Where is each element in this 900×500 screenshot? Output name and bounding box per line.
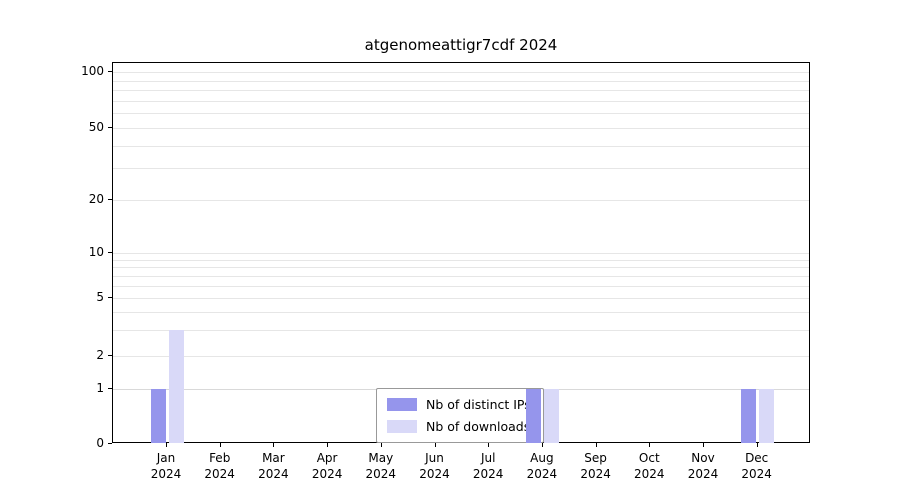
x-axis-tick-mark bbox=[273, 443, 275, 447]
y-axis-tick-mark bbox=[108, 252, 112, 253]
x-axis-tick-label: Mar 2024 bbox=[258, 451, 289, 481]
x-axis-tick-label: Jun 2024 bbox=[419, 451, 450, 481]
legend-swatch-downloads bbox=[387, 420, 417, 433]
y-axis-tick-mark bbox=[108, 297, 112, 298]
bar-downloads bbox=[544, 389, 560, 443]
bar-downloads bbox=[168, 330, 184, 443]
gridline bbox=[113, 286, 809, 288]
y-axis-tick-label: 10 bbox=[88, 245, 104, 259]
x-axis-tick-mark bbox=[380, 443, 382, 447]
gridline bbox=[113, 80, 809, 82]
bar-distinct-ips bbox=[150, 389, 166, 443]
x-axis-tick-mark bbox=[649, 443, 651, 447]
gridline bbox=[113, 330, 809, 332]
y-axis-tick-mark bbox=[108, 388, 112, 389]
x-axis-tick-mark bbox=[327, 443, 329, 447]
y-axis-tick-label: 1 bbox=[96, 381, 104, 395]
bar-distinct-ips bbox=[526, 389, 542, 443]
y-axis-tick-label: 100 bbox=[81, 64, 104, 78]
gridline bbox=[113, 298, 809, 299]
bar-downloads bbox=[759, 389, 775, 443]
gridline bbox=[113, 356, 809, 357]
y-axis-tick-label: 2 bbox=[96, 348, 104, 362]
x-axis-tick-label: May 2024 bbox=[365, 451, 397, 481]
x-axis-tick-label: Feb 2024 bbox=[204, 451, 235, 481]
x-axis-tick-label: Oct 2024 bbox=[634, 451, 665, 481]
gridline bbox=[113, 113, 809, 115]
legend-swatch-distinct-ips bbox=[387, 398, 417, 411]
gridline bbox=[113, 100, 809, 102]
y-axis-tick-mark bbox=[108, 127, 112, 128]
y-axis-tick-mark bbox=[108, 199, 112, 200]
x-axis-tick-label: Jul 2024 bbox=[472, 451, 504, 481]
gridline bbox=[113, 276, 809, 278]
x-axis-tick-label: Apr 2024 bbox=[311, 451, 343, 481]
x-axis-tick-label: Jan 2024 bbox=[150, 451, 182, 481]
x-axis-tick-mark bbox=[703, 443, 704, 447]
x-axis-tick-label: Dec 2024 bbox=[741, 451, 772, 481]
x-axis-tick-mark bbox=[434, 443, 436, 447]
x-axis-tick-mark bbox=[166, 443, 167, 447]
legend-label-distinct-ips: Nb of distinct IPs bbox=[426, 397, 531, 412]
bar-distinct-ips bbox=[741, 389, 757, 443]
y-axis-tick-mark bbox=[108, 355, 112, 356]
x-axis-tick-mark bbox=[756, 443, 758, 447]
gridline bbox=[113, 72, 809, 73]
x-axis-tick-label: Aug 2024 bbox=[526, 451, 558, 481]
y-axis-tick-label: 5 bbox=[96, 290, 104, 304]
gridline bbox=[113, 128, 809, 129]
legend-label-downloads: Nb of downloads bbox=[426, 419, 531, 434]
y-axis-tick-label: 50 bbox=[88, 120, 104, 134]
chart-title: atgenomeattigr7cdf 2024 bbox=[364, 36, 558, 54]
y-axis-tick-label: 0 bbox=[96, 436, 104, 450]
legend-item-downloads: Nb of downloads bbox=[387, 419, 531, 434]
gridline bbox=[113, 168, 809, 170]
gridline bbox=[113, 253, 809, 254]
gridline bbox=[113, 145, 809, 147]
x-axis-tick-label: Nov 2024 bbox=[687, 451, 719, 481]
x-axis-tick-mark bbox=[488, 443, 490, 447]
gridline bbox=[113, 267, 809, 269]
x-axis-tick-mark bbox=[595, 443, 597, 447]
x-axis-tick-mark bbox=[541, 443, 543, 447]
y-axis-tick-mark bbox=[108, 71, 112, 72]
y-axis-tick-label: 20 bbox=[88, 192, 104, 206]
gridline bbox=[113, 259, 809, 261]
legend-item-distinct-ips: Nb of distinct IPs bbox=[387, 397, 531, 412]
gridline bbox=[113, 200, 809, 201]
gridline bbox=[113, 312, 809, 314]
y-axis-tick-mark bbox=[108, 443, 112, 444]
gridline bbox=[113, 90, 809, 92]
plot-area: Nb of distinct IPs Nb of downloads bbox=[112, 62, 810, 443]
x-axis-tick-label: Sep 2024 bbox=[580, 451, 611, 481]
x-axis-tick-mark bbox=[219, 443, 221, 447]
legend: Nb of distinct IPs Nb of downloads bbox=[376, 388, 544, 443]
